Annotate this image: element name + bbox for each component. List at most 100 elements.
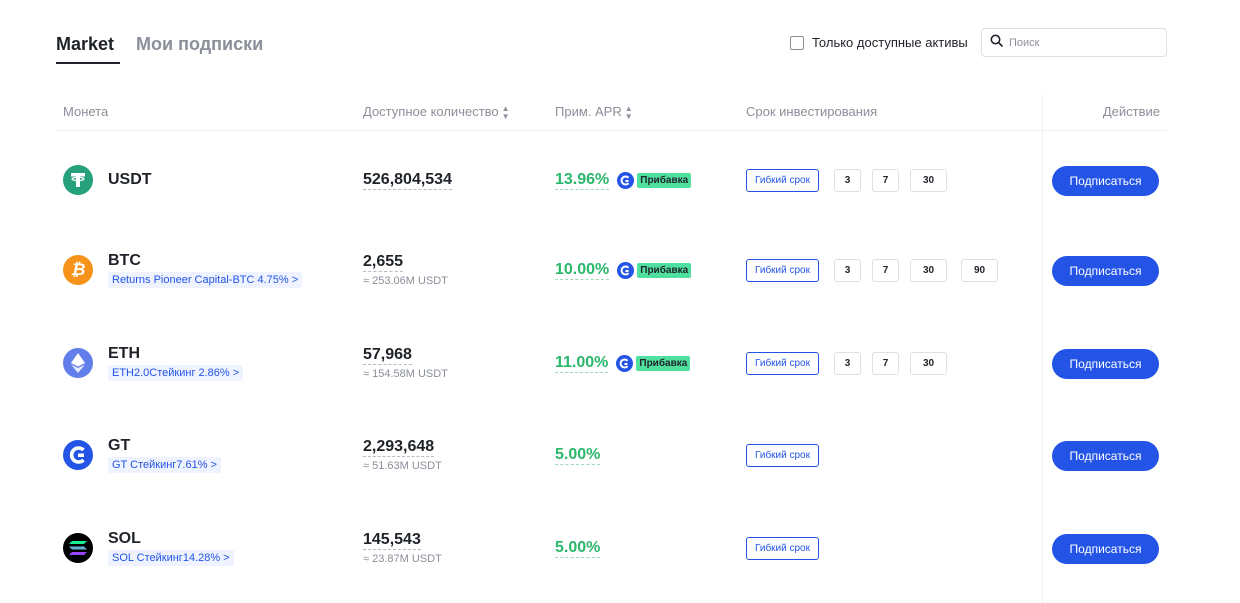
tether-icon <box>63 165 93 195</box>
boost-badge: Прибавка <box>636 355 691 371</box>
sort-icon[interactable]: ▲ ▼ <box>624 103 633 121</box>
term-flexible-button[interactable]: Гибкий срок <box>746 536 819 560</box>
coin-cell: ₿ BTC Returns Pioneer Capital-BTC 4.75% … <box>63 250 303 290</box>
term-options: Гибкий срок 3 7 30 90 <box>746 250 998 290</box>
coin-cell: USDT <box>63 160 152 200</box>
amount-cell: 2,655 ≈ 253.06M USDT <box>363 250 448 290</box>
gate-boost-icon <box>617 261 635 279</box>
term-day-button[interactable]: 3 <box>834 258 861 282</box>
coin-name: GT <box>108 437 131 454</box>
apr-value: 5.00% <box>555 445 601 465</box>
search-icon <box>990 34 1003 52</box>
tab-bar: Market Мои подписки <box>56 32 264 64</box>
term-day-button[interactable]: 90 <box>961 258 998 282</box>
table-header: Монета Доступное количество ▲ ▼ Прим. APR ▲… <box>0 104 1240 124</box>
apr-value: 10.00% <box>555 260 610 280</box>
table-row: ₿ BTC Returns Pioneer Capital-BTC 4.75% … <box>0 250 1240 342</box>
coin-cell: ETH ETH2.0Стейкинг 2.86% > <box>63 343 244 383</box>
header-action: Действие <box>1102 104 1160 119</box>
available-assets-checkbox[interactable] <box>790 35 804 50</box>
subscribe-button[interactable]: Подписаться <box>1052 349 1159 379</box>
amount-usdt-equivalent: ≈ 253.06M USDT <box>363 275 448 287</box>
term-day-button[interactable]: 7 <box>872 351 899 375</box>
term-options: Гибкий срок 3 7 30 <box>746 160 947 200</box>
subscribe-button[interactable]: Подписаться <box>1052 166 1159 196</box>
apr-cell: 10.00% Прибавка <box>555 250 692 290</box>
header-divider <box>56 130 1167 131</box>
gate-boost-icon <box>616 354 634 372</box>
search-input[interactable] <box>1009 36 1159 49</box>
solana-icon <box>63 533 93 563</box>
header-amount[interactable]: Доступное количество <box>363 104 499 119</box>
gatetoken-icon <box>63 440 93 470</box>
active-tab-indicator <box>56 62 120 64</box>
header-coin: Монета <box>63 104 109 119</box>
table-row: ETH ETH2.0Стейкинг 2.86% > 57,968 ≈ 154.… <box>0 343 1240 435</box>
tab-market[interactable]: Market <box>56 34 115 54</box>
amount-cell: 526,804,534 <box>363 160 452 200</box>
earn-product-link[interactable]: ETH2.0Стейкинг 2.86% > <box>108 365 244 381</box>
amount-usdt-equivalent: ≈ 154.58M USDT <box>363 368 448 380</box>
term-flexible-button[interactable]: Гибкий срок <box>746 351 819 375</box>
term-day-button[interactable]: 3 <box>834 168 861 192</box>
term-options: Гибкий срок 3 7 30 <box>746 343 947 383</box>
term-options: Гибкий срок <box>746 528 819 568</box>
term-options: Гибкий срок <box>746 435 819 475</box>
apr-cell: 5.00% <box>555 528 601 568</box>
apr-value: 13.96% <box>555 170 610 190</box>
table-row: SOL SOL Стейкинг14.28% > 145,543 ≈ 23.87… <box>0 528 1240 603</box>
amount-cell: 57,968 ≈ 154.58M USDT <box>363 343 448 383</box>
apr-cell: 11.00% Прибавка <box>555 343 691 383</box>
term-flexible-button[interactable]: Гибкий срок <box>746 443 819 467</box>
amount-cell: 2,293,648 ≈ 51.63M USDT <box>363 435 442 475</box>
coin-name: SOL <box>108 530 141 547</box>
coin-cell: GT GT Стейкинг7.61% > <box>63 435 221 475</box>
gate-boost-icon <box>617 171 635 189</box>
header-apr[interactable]: Прим. APR <box>555 104 622 119</box>
header-apr-wrap[interactable]: Прим. APR ▲ ▼ <box>555 104 633 121</box>
coin-cell: SOL SOL Стейкинг14.28% > <box>63 528 234 568</box>
subscribe-button[interactable]: Подписаться <box>1052 534 1159 564</box>
sort-icon[interactable]: ▲ ▼ <box>501 103 510 121</box>
available-amount: 2,655 <box>363 253 404 272</box>
coin-name: USDT <box>108 171 152 188</box>
amount-cell: 145,543 ≈ 23.87M USDT <box>363 528 442 568</box>
subscribe-button[interactable]: Подписаться <box>1052 256 1159 286</box>
earn-product-link[interactable]: GT Стейкинг7.61% > <box>108 457 221 473</box>
header-term: Срок инвестирования <box>746 104 878 119</box>
table-row: USDT 526,804,534 13.96% Прибавка Гибкий … <box>0 160 1240 252</box>
amount-usdt-equivalent: ≈ 23.87M USDT <box>363 553 442 565</box>
available-assets-label: Только доступные активы <box>812 35 968 50</box>
term-day-button[interactable]: 30 <box>910 258 947 282</box>
apr-value: 11.00% <box>555 353 609 373</box>
table-row: GT GT Стейкинг7.61% > 2,293,648 ≈ 51.63M… <box>0 435 1240 527</box>
available-amount: 57,968 <box>363 346 412 365</box>
term-flexible-button[interactable]: Гибкий срок <box>746 168 819 192</box>
apr-cell: 13.96% Прибавка <box>555 160 692 200</box>
earn-product-link[interactable]: Returns Pioneer Capital-BTC 4.75% > <box>108 272 303 288</box>
term-day-button[interactable]: 3 <box>834 351 861 375</box>
search-box[interactable] <box>981 28 1167 57</box>
available-amount: 2,293,648 <box>363 438 435 457</box>
available-amount: 145,543 <box>363 531 421 550</box>
subscribe-button[interactable]: Подписаться <box>1052 441 1159 471</box>
ethereum-icon <box>63 348 93 378</box>
earn-product-link[interactable]: SOL Стейкинг14.28% > <box>108 550 234 566</box>
header-amount-wrap[interactable]: Доступное количество ▲ ▼ <box>363 104 510 121</box>
tab-my-subscriptions[interactable]: Мои подписки <box>136 34 264 54</box>
term-day-button[interactable]: 30 <box>910 168 947 192</box>
term-flexible-button[interactable]: Гибкий срок <box>746 258 819 282</box>
boost-badge: Прибавка <box>637 172 692 188</box>
action-column-divider <box>1042 94 1043 603</box>
coin-name: ETH <box>108 345 140 362</box>
term-day-button[interactable]: 7 <box>872 168 899 192</box>
apr-cell: 5.00% <box>555 435 601 475</box>
coin-name: BTC <box>108 252 141 269</box>
available-assets-filter[interactable]: Только доступные активы <box>790 35 968 50</box>
bitcoin-icon: ₿ <box>63 255 93 285</box>
term-day-button[interactable]: 7 <box>872 258 899 282</box>
available-amount: 526,804,534 <box>363 170 452 190</box>
amount-usdt-equivalent: ≈ 51.63M USDT <box>363 460 442 472</box>
term-day-button[interactable]: 30 <box>910 351 947 375</box>
boost-badge: Прибавка <box>637 262 692 278</box>
